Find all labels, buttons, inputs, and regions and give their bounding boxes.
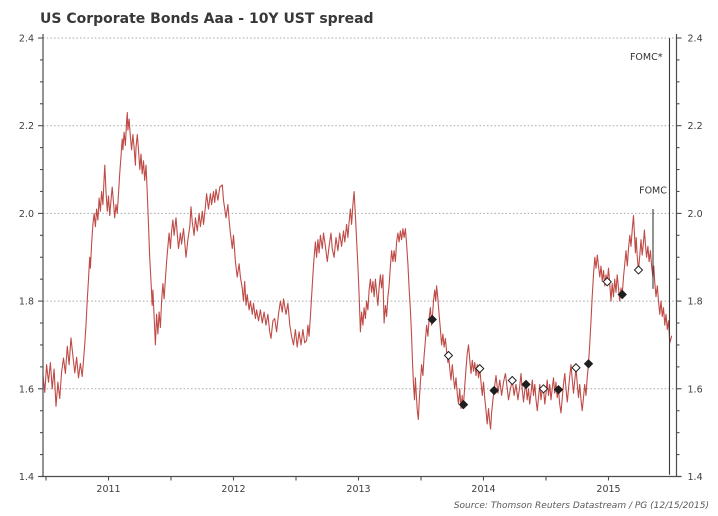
x-tick-label: 2011 (96, 484, 120, 495)
fomc-marker-filled (553, 384, 564, 395)
y-tick-label-left: 1.4 (19, 472, 34, 483)
y-tick-label-right: 2.4 (688, 34, 703, 45)
fomc-marker-open (571, 363, 581, 373)
chart-title: US Corporate Bonds Aaa - 10Y UST spread (40, 11, 374, 27)
y-tick-label-right: 1.8 (688, 297, 703, 308)
fomc-marker-filled (489, 385, 499, 396)
y-tick-label-left: 2.4 (19, 34, 34, 45)
y-tick-label-left: 2.2 (19, 121, 34, 132)
series-line (42, 111, 673, 430)
fomc-marker-filled (521, 379, 531, 390)
y-tick-label-right: 1.4 (688, 472, 703, 483)
fomc-marker-open (443, 350, 454, 361)
fomc-marker-filled (617, 289, 627, 300)
y-tick-label-right: 2.0 (688, 209, 703, 220)
fomc-marker-filled (583, 359, 594, 369)
fomc-label: FOMC (639, 186, 667, 197)
plot-layer: FOMC* FOMC 1.4 1.4 1.6 1.6 1.8 1.8 2.0 2.0 2.2 2.2 2… (19, 34, 703, 496)
fomc-marker-open (475, 363, 485, 374)
y-tick-label-right: 1.6 (688, 384, 703, 395)
fomc-marker-open (633, 265, 644, 275)
y-tick-label-left: 1.6 (19, 384, 34, 395)
fomc-marker-open (538, 384, 549, 394)
x-tick-label: 2015 (596, 484, 620, 495)
fomc-marker-open (507, 375, 517, 386)
source-credit: Source: Thomson Reuters Datastream / PG … (454, 501, 709, 511)
fomc-star-label: FOMC* (630, 52, 663, 63)
y-tick-label-left: 2.0 (19, 209, 34, 220)
y-tick-label-left: 1.8 (19, 297, 34, 308)
fomc-marker-filled (458, 399, 469, 410)
fomc-marker-filled (427, 314, 437, 325)
y-tick-label-right: 2.2 (688, 121, 703, 132)
fomc-marker-open (602, 277, 612, 287)
x-tick-label: 2014 (471, 484, 495, 495)
x-tick-label: 2012 (221, 484, 245, 495)
x-tick-label: 2013 (346, 484, 370, 495)
